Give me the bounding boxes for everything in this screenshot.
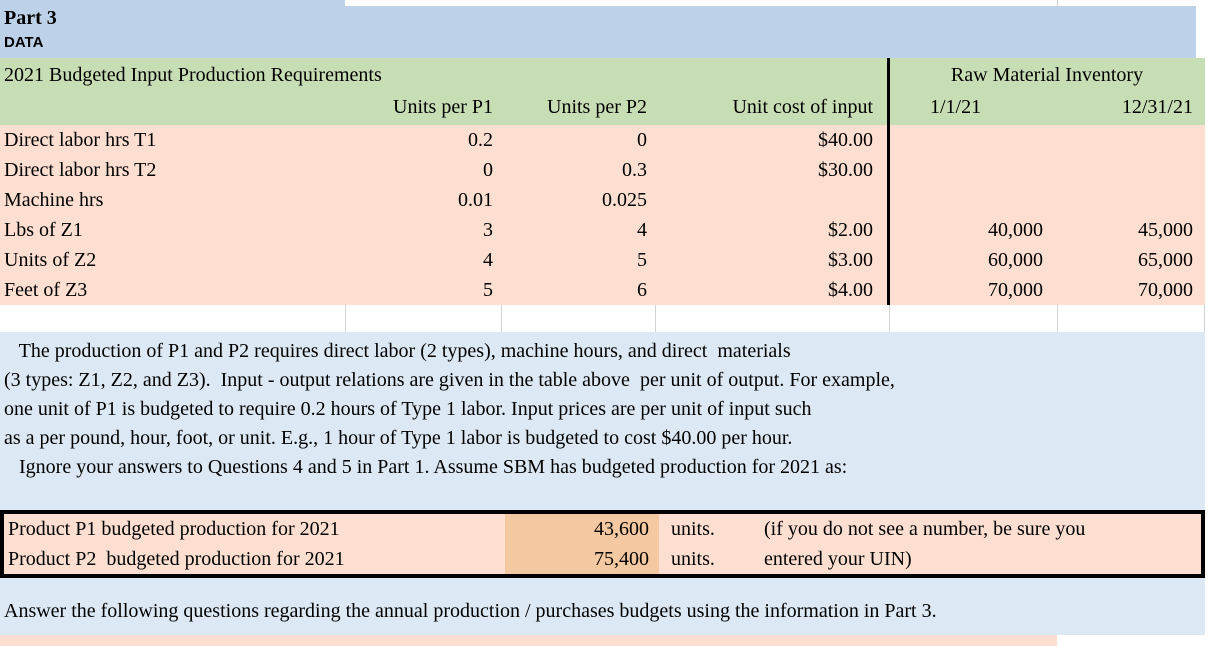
grid-line — [655, 305, 656, 332]
grid-line — [501, 305, 502, 332]
production-row-label: Product P1 budgeted production for 2021 — [8, 518, 340, 540]
table-row: Units of Z2 4 5 $3.00 60,000 65,000 — [0, 245, 1205, 275]
inventory-end-cell — [1057, 155, 1205, 185]
inventory-begin-cell — [889, 185, 1057, 215]
inventory-begin-cell — [889, 125, 1057, 155]
part-title: Part 3 — [4, 7, 57, 29]
unit-cost-cell: $2.00 — [828, 219, 873, 241]
input-table-header-band: 2021 Budgeted Input Production Requireme… — [0, 58, 1205, 125]
inventory-begin-cell: 40,000 — [988, 219, 1043, 241]
uin-note-line: (if you do not see a number, be sure you — [764, 518, 1086, 540]
units-per-p2-cell: 4 — [637, 219, 647, 241]
col-header-units-per-p1: Units per P1 — [393, 96, 493, 118]
table-row: Product P1 budgeted production for 2021 … — [4, 514, 1201, 544]
unit-cost-cell: $30.00 — [818, 159, 873, 181]
unit-cost-cell: $4.00 — [828, 279, 873, 301]
column-divider — [887, 58, 890, 305]
bottom-row-sliver — [0, 635, 1057, 646]
inventory-begin-cell — [889, 155, 1057, 185]
unit-cost-cell — [655, 185, 889, 215]
description-line: Ignore your answers to Questions 4 and 5… — [4, 456, 848, 478]
table-row: Direct labor hrs T2 0 0.3 $30.00 — [0, 155, 1205, 185]
col-header-inventory-end: 12/31/21 — [1121, 96, 1193, 118]
description-line: as a per pound, hour, foot, or unit. E.g… — [4, 427, 793, 449]
grid-line — [1057, 305, 1058, 332]
grid-line — [1204, 305, 1205, 332]
raw-material-inventory-title: Raw Material Inventory — [950, 64, 1144, 86]
table-row: Lbs of Z1 3 4 $2.00 40,000 45,000 — [0, 215, 1205, 245]
grid-line — [1057, 0, 1058, 6]
input-table-body: Direct labor hrs T1 0.2 0 $40.00 Direct … — [0, 125, 1205, 305]
row-label: Machine hrs — [4, 189, 104, 211]
inventory-end-cell — [1057, 125, 1205, 155]
col-header-inventory-begin: 1/1/21 — [930, 96, 982, 118]
units-per-p1-cell: 4 — [483, 249, 493, 271]
units-per-p2-cell: 6 — [637, 279, 647, 301]
inventory-end-cell: 65,000 — [1138, 249, 1193, 271]
inventory-end-cell — [1057, 185, 1205, 215]
header-band: Part 3 DATA — [0, 6, 1196, 58]
production-row-label: Product P2 budgeted production for 2021 — [8, 548, 345, 570]
empty-header-cell — [0, 92, 345, 125]
col-header-unit-cost: Unit cost of input — [732, 96, 873, 118]
units-per-p2-cell: 5 — [637, 249, 647, 271]
inventory-end-cell: 45,000 — [1138, 219, 1193, 241]
units-per-p1-cell: 0.01 — [458, 189, 493, 211]
row-label: Direct labor hrs T2 — [4, 159, 157, 181]
units-per-p2-cell: 0.3 — [622, 159, 647, 181]
instruction-band: Answer the following questions regarding… — [0, 578, 1205, 635]
inventory-end-cell: 70,000 — [1138, 279, 1193, 301]
units-label: units. — [671, 518, 715, 540]
row-label: Lbs of Z1 — [4, 219, 83, 241]
description-line: (3 types: Z1, Z2, and Z3). Input - outpu… — [4, 369, 895, 391]
col-header-units-per-p2: Units per P2 — [547, 96, 647, 118]
units-per-p1-cell: 3 — [483, 219, 493, 241]
units-label: units. — [671, 548, 715, 570]
table-row: Direct labor hrs T1 0.2 0 $40.00 — [0, 125, 1205, 155]
row-label: Direct labor hrs T1 — [4, 129, 157, 151]
row-label: Units of Z2 — [4, 249, 97, 271]
input-table-title: 2021 Budgeted Input Production Requireme… — [4, 64, 382, 86]
data-section-label: DATA — [4, 34, 44, 51]
table-row: Feet of Z3 5 6 $4.00 70,000 70,000 — [0, 275, 1205, 305]
instruction-text: Answer the following questions regarding… — [4, 600, 937, 622]
description-block: The production of P1 and P2 requires dir… — [0, 332, 1205, 510]
units-per-p1-cell: 0.2 — [468, 129, 493, 151]
budgeted-production-table: Product P1 budgeted production for 2021 … — [0, 510, 1205, 578]
units-per-p2-cell: 0.025 — [602, 189, 647, 211]
empty-grid-row — [0, 305, 1210, 332]
grid-line — [889, 305, 890, 332]
row-label: Feet of Z3 — [4, 279, 88, 301]
inventory-begin-cell: 60,000 — [988, 249, 1043, 271]
description-line: one unit of P1 is budgeted to require 0.… — [4, 398, 812, 420]
table-row: Product P2 budgeted production for 2021 … — [4, 544, 1201, 574]
units-per-p1-cell: 0 — [483, 159, 493, 181]
p1-production-value-cell[interactable]: 43,600 — [505, 514, 659, 544]
description-line: The production of P1 and P2 requires dir… — [4, 340, 791, 362]
units-per-p2-cell: 0 — [637, 129, 647, 151]
unit-cost-cell: $3.00 — [828, 249, 873, 271]
top-row-sliver — [0, 0, 345, 6]
uin-note-line: entered your UIN) — [764, 548, 912, 570]
table-row: Machine hrs 0.01 0.025 — [0, 185, 1205, 215]
grid-line — [345, 305, 346, 332]
p2-production-value-cell[interactable]: 75,400 — [505, 544, 659, 574]
units-per-p1-cell: 5 — [483, 279, 493, 301]
inventory-begin-cell: 70,000 — [988, 279, 1043, 301]
unit-cost-cell: $40.00 — [818, 129, 873, 151]
